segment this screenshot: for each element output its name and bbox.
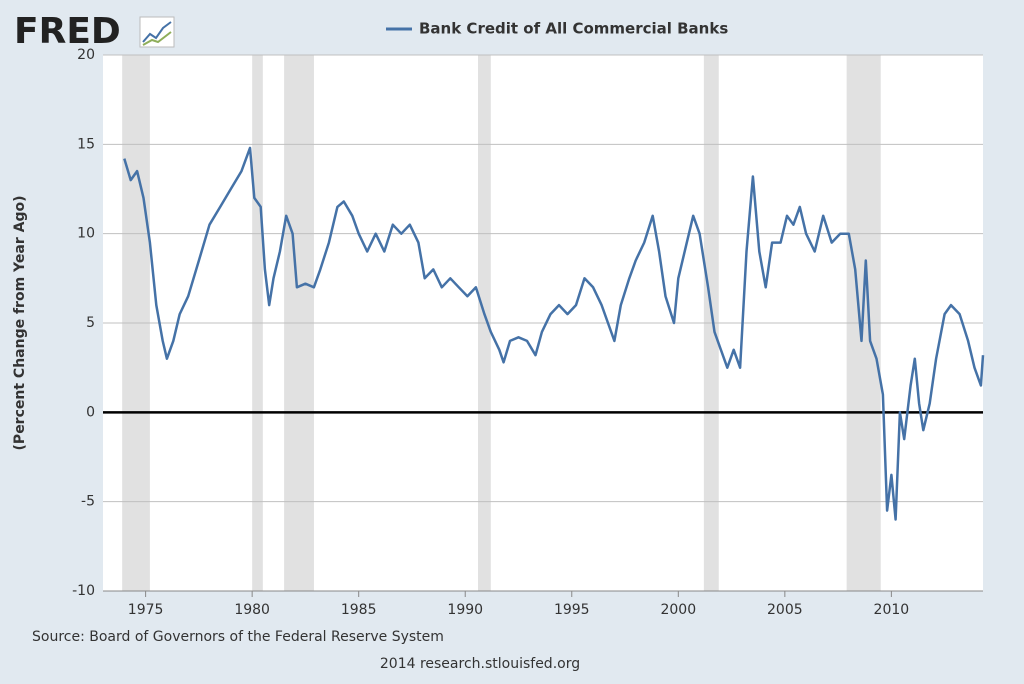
legend-label: Bank Credit of All Commercial Banks	[419, 20, 728, 38]
logo-icon	[139, 16, 175, 48]
y-tick-label: -10	[72, 583, 95, 599]
x-tick-label: 2010	[874, 602, 910, 618]
y-tick-label: 20	[77, 47, 95, 63]
y-tick-label: 15	[77, 136, 95, 152]
x-tick-label: 2005	[767, 602, 803, 618]
x-tick-label: 1980	[234, 602, 270, 618]
series-line	[123, 146, 985, 521]
y-tick-label: -5	[81, 494, 95, 510]
footer: 2014 research.stlouisfed.org	[380, 656, 580, 672]
logo: FRED	[14, 11, 121, 52]
x-tick-label: 1995	[554, 602, 590, 618]
y-tick-label: 5	[86, 315, 95, 331]
y-axis-label: (Percent Change from Year Ago)	[12, 196, 28, 451]
y-tick-label: 10	[77, 226, 95, 242]
x-tick-label: 1985	[341, 602, 377, 618]
y-tick-label: 0	[86, 404, 95, 420]
x-tick-label: 1990	[447, 602, 483, 618]
x-tick-label: 2000	[660, 602, 696, 618]
source: Source: Board of Governors of the Federa…	[32, 629, 444, 645]
x-tick-label: 1975	[128, 602, 164, 618]
